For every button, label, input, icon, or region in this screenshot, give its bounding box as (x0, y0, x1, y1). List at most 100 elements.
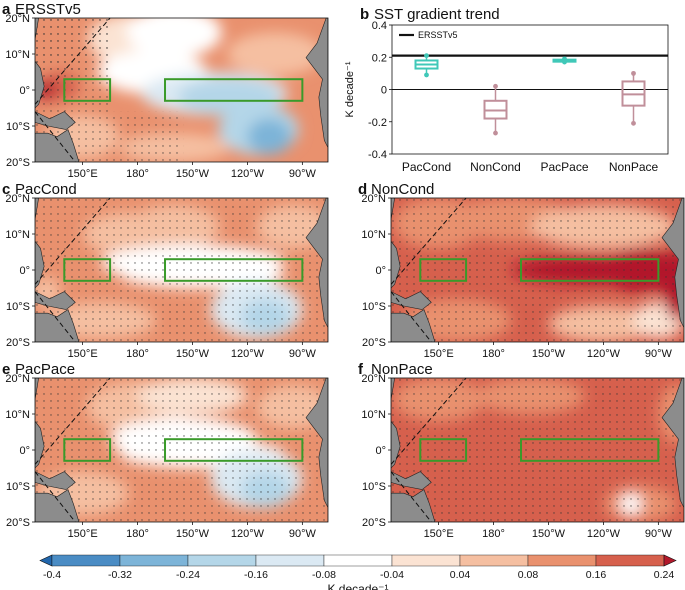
dashed-boundary (35, 471, 76, 522)
land-borneo (391, 240, 401, 289)
lat-tick-label: 10°N (5, 49, 30, 61)
field-blob (227, 32, 323, 76)
lat-tick-label: 20°S (6, 517, 30, 529)
colorbar-tick-label: 0.16 (586, 569, 607, 581)
panel-title: ERSSTv5 (15, 1, 81, 18)
colorbar-tick-label: -0.24 (176, 569, 200, 581)
map-panel-e: 20°N 10°N 0° 10°S 20°S 150°E 180° 150°W 120°W 90°… (2, 361, 329, 540)
colorbar-tick-label: -0.08 (312, 569, 336, 581)
lon-tick-label: 120°W (231, 348, 265, 360)
land-americas (661, 198, 684, 342)
box-max-point (493, 83, 498, 89)
lat-tick-label: 10°N (361, 229, 386, 241)
stippling (391, 378, 684, 522)
colorbar-tick-label: -0.4 (43, 569, 61, 581)
colorbar-tick-label: 0.04 (450, 569, 471, 581)
index-box-east (164, 78, 304, 102)
box-max-point (631, 70, 636, 76)
lat-tick-label: 10°S (6, 481, 30, 493)
land-new-guinea (35, 291, 76, 310)
index-box-west (63, 438, 112, 462)
y-tick-label: -0.2 (368, 117, 387, 129)
land-australia (35, 489, 80, 522)
stippling (391, 198, 684, 342)
index-box-west (419, 438, 468, 462)
field-blob (126, 18, 222, 58)
land-borneo (35, 420, 45, 469)
lat-tick-label: 20°S (362, 337, 386, 349)
lat-tick-label: 10°N (361, 409, 386, 421)
lat-tick-label: 0° (19, 85, 30, 97)
lat-tick-label: 20°N (5, 373, 30, 385)
stippling (110, 111, 184, 162)
land (391, 378, 684, 522)
colorbar-segment (187, 554, 257, 567)
dashed-boundary (35, 18, 111, 105)
panel-letter: c (2, 181, 10, 198)
index-box-east (520, 438, 660, 462)
lon-tick-label: 150°E (68, 168, 98, 180)
land-americas (305, 378, 328, 522)
y-axis-label: K decade⁻¹ (344, 61, 356, 117)
field-blob (247, 118, 292, 155)
lon-tick-label: 120°W (587, 348, 621, 360)
lon-tick-label: 150°W (176, 168, 210, 180)
y-tick-label: 0 (381, 85, 387, 97)
dashed-boundary (391, 291, 432, 342)
stippling (35, 198, 328, 342)
lon-tick-label: 150°E (424, 348, 454, 360)
lat-tick-label: 20°S (362, 517, 386, 529)
lat-tick-label: 0° (375, 445, 386, 457)
lat-tick-label: 10°S (6, 301, 30, 313)
box-min-point (493, 130, 498, 136)
colorbar: -0.4 -0.32 -0.24 -0.16 -0.08 -0.04 0.04 0.08 0.1… (39, 554, 677, 590)
land (35, 378, 328, 522)
box-NonCond (483, 83, 508, 136)
lat-tick-label: 0° (375, 265, 386, 277)
colorbar-segment (119, 554, 189, 567)
lat-tick-label: 10°N (5, 409, 30, 421)
lat-tick-label: 20°S (6, 337, 30, 349)
land-australia (391, 489, 436, 522)
x-category-label: NonPace (609, 160, 659, 174)
lon-tick-label: 90°W (289, 348, 317, 360)
lat-tick-label: 20°N (5, 13, 30, 25)
land-americas (661, 378, 684, 522)
land-borneo (35, 60, 45, 109)
stippling (35, 378, 328, 522)
index-box-east (520, 258, 660, 282)
land-new-guinea (391, 471, 432, 490)
land-philippines (35, 378, 39, 407)
colorbar-segment (527, 554, 597, 567)
lat-tick-label: 0° (19, 445, 30, 457)
dashed-boundary (391, 198, 467, 285)
lat-tick-label: 20°N (361, 373, 386, 385)
colorbar-tick-label: 0.08 (518, 569, 539, 581)
lon-tick-label: 180° (482, 348, 505, 360)
panel-letter: a (2, 1, 11, 18)
land-philippines (35, 18, 39, 47)
lon-tick-label: 120°W (587, 528, 621, 540)
land-americas (305, 198, 328, 342)
panel-title: SST gradient trend (374, 6, 500, 23)
colorbar-extend-low (39, 554, 53, 567)
lat-tick-label: 10°N (5, 229, 30, 241)
map-field (35, 18, 328, 162)
lat-tick-label: 20°N (361, 193, 386, 205)
colorbar-tick-label: -0.16 (244, 569, 268, 581)
lon-tick-label: 180° (126, 168, 149, 180)
panel-title: NonCond (371, 181, 434, 198)
lon-tick-label: 120°W (231, 528, 265, 540)
land-australia (35, 309, 80, 342)
box-min-point (424, 72, 429, 78)
lon-tick-label: 150°W (176, 348, 210, 360)
colorbar-segment (323, 554, 393, 567)
index-box-west (419, 258, 468, 282)
y-tick-label: 0.4 (372, 20, 387, 32)
land-americas (305, 18, 328, 162)
dashed-boundary (391, 378, 467, 465)
land-australia (35, 129, 80, 162)
dashed-boundary (35, 291, 76, 342)
legend-label: ERSSTv5 (418, 30, 458, 40)
